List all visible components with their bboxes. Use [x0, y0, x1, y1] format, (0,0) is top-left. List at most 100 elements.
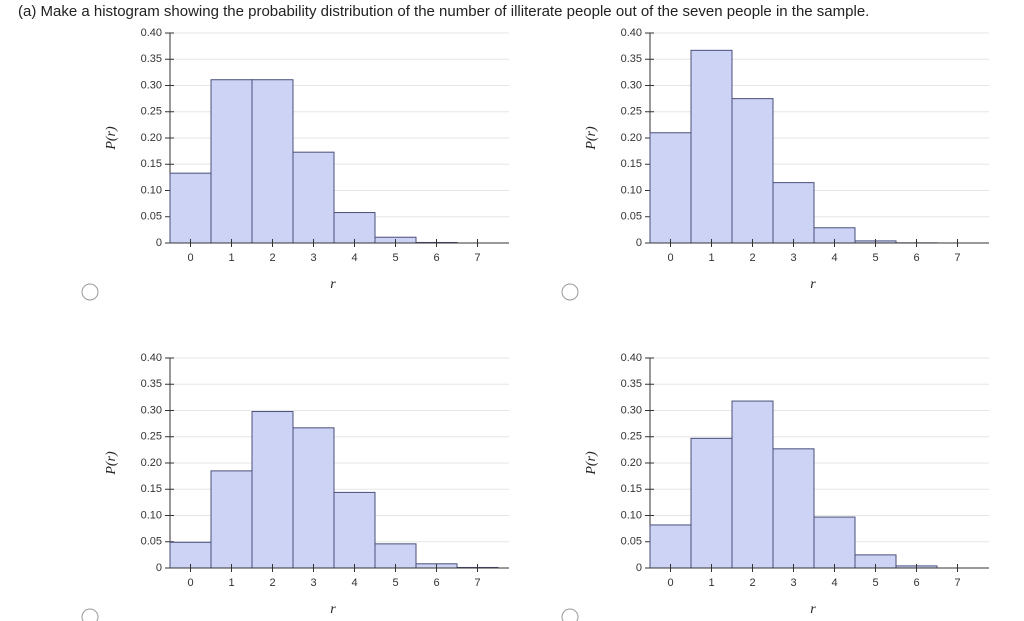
- y-tick-label: 0.20: [621, 132, 642, 144]
- y-tick-label: 0.30: [141, 404, 162, 416]
- bar: [690, 49, 733, 244]
- x-tick-label: 5: [872, 252, 878, 264]
- x-tick-label: 7: [474, 577, 480, 589]
- y-tick-label: 0.30: [621, 404, 642, 416]
- x-tick-label: 2: [269, 252, 275, 264]
- bar: [731, 400, 774, 569]
- y-tick-label: 0: [156, 237, 162, 249]
- y-tick-label: 0: [156, 562, 162, 574]
- x-tick-label: 7: [954, 252, 960, 264]
- bar: [210, 470, 253, 569]
- y-tick-label: 0.40: [141, 27, 162, 39]
- bar: [169, 172, 212, 244]
- y-tick-label: 0.25: [621, 106, 642, 118]
- x-tick-label: 0: [667, 577, 673, 589]
- x-tick-label: 0: [187, 577, 193, 589]
- question: (a) Make a histogram showing the probabi…: [18, 3, 869, 20]
- x-tick-label: 2: [269, 577, 275, 589]
- x-tick-label: 3: [790, 577, 796, 589]
- bar: [292, 151, 335, 244]
- bar: [649, 132, 692, 244]
- y-tick-label: 0.10: [141, 509, 162, 521]
- x-tick-label: 1: [228, 252, 234, 264]
- x-tick-label: 6: [913, 577, 919, 589]
- bar: [251, 411, 294, 569]
- y-tick-label: 0.30: [141, 79, 162, 91]
- y-tick-label: 0.05: [621, 211, 642, 223]
- x-axis-label: r: [810, 602, 816, 617]
- y-tick-label: 0.40: [621, 352, 642, 364]
- bar: [649, 524, 692, 569]
- y-tick-label: 0.15: [621, 158, 642, 170]
- radio-option[interactable]: [561, 608, 579, 621]
- x-tick-label: 1: [708, 252, 714, 264]
- y-tick-label: 0.40: [621, 27, 642, 39]
- x-tick-label: 3: [310, 577, 316, 589]
- x-tick-label: 4: [831, 577, 837, 589]
- x-tick-label: 4: [351, 252, 357, 264]
- x-tick-label: 1: [708, 577, 714, 589]
- radio-option[interactable]: [81, 608, 99, 621]
- x-tick-label: 4: [831, 252, 837, 264]
- y-axis-label: P(r): [104, 126, 119, 151]
- x-tick-label: 6: [433, 252, 439, 264]
- x-tick-label: 3: [310, 252, 316, 264]
- x-tick-label: 0: [667, 252, 673, 264]
- x-axis-label: r: [330, 277, 336, 292]
- bar: [333, 491, 376, 569]
- y-tick-label: 0.10: [141, 184, 162, 196]
- y-tick-label: 0.15: [621, 483, 642, 495]
- x-tick-label: 6: [433, 577, 439, 589]
- y-axis-label: P(r): [104, 451, 119, 476]
- bar: [374, 543, 417, 569]
- x-tick-label: 6: [913, 252, 919, 264]
- bar: [210, 79, 253, 244]
- y-tick-label: 0.15: [141, 158, 162, 170]
- y-tick-label: 0: [636, 237, 642, 249]
- bar: [251, 79, 294, 244]
- x-tick-label: 2: [749, 577, 755, 589]
- bar: [772, 448, 815, 569]
- bar: [690, 437, 733, 569]
- y-tick-label: 0.35: [621, 378, 642, 390]
- y-axis-label: P(r): [584, 451, 599, 476]
- y-tick-label: 0.10: [621, 509, 642, 521]
- x-tick-label: 2: [749, 252, 755, 264]
- y-tick-label: 0.25: [141, 431, 162, 443]
- x-axis-label: r: [810, 277, 816, 292]
- y-tick-label: 0.25: [621, 431, 642, 443]
- bar: [772, 182, 815, 244]
- y-tick-label: 0.35: [141, 378, 162, 390]
- y-tick-label: 0.35: [621, 53, 642, 65]
- y-tick-label: 0.20: [141, 457, 162, 469]
- y-tick-label: 0.15: [141, 483, 162, 495]
- bar: [731, 98, 774, 244]
- radio-option[interactable]: [81, 283, 99, 301]
- bar: [813, 516, 856, 569]
- x-axis-label: r: [330, 602, 336, 617]
- y-tick-label: 0.20: [621, 457, 642, 469]
- x-tick-label: 5: [872, 577, 878, 589]
- x-tick-label: 7: [954, 577, 960, 589]
- x-tick-label: 5: [392, 577, 398, 589]
- y-tick-label: 0: [636, 562, 642, 574]
- x-tick-label: 7: [474, 252, 480, 264]
- x-tick-label: 0: [187, 252, 193, 264]
- y-tick-label: 0.35: [141, 53, 162, 65]
- y-tick-label: 0.30: [621, 79, 642, 91]
- y-tick-label: 0.40: [141, 352, 162, 364]
- x-tick-label: 5: [392, 252, 398, 264]
- y-axis-label: P(r): [584, 126, 599, 151]
- y-tick-label: 0.25: [141, 106, 162, 118]
- y-tick-label: 0.20: [141, 132, 162, 144]
- x-tick-label: 4: [351, 577, 357, 589]
- y-tick-label: 0.05: [141, 211, 162, 223]
- y-tick-label: 0.10: [621, 184, 642, 196]
- bar: [292, 427, 335, 569]
- radio-option[interactable]: [561, 283, 579, 301]
- y-tick-label: 0.05: [621, 536, 642, 548]
- x-tick-label: 3: [790, 252, 796, 264]
- x-tick-label: 1: [228, 577, 234, 589]
